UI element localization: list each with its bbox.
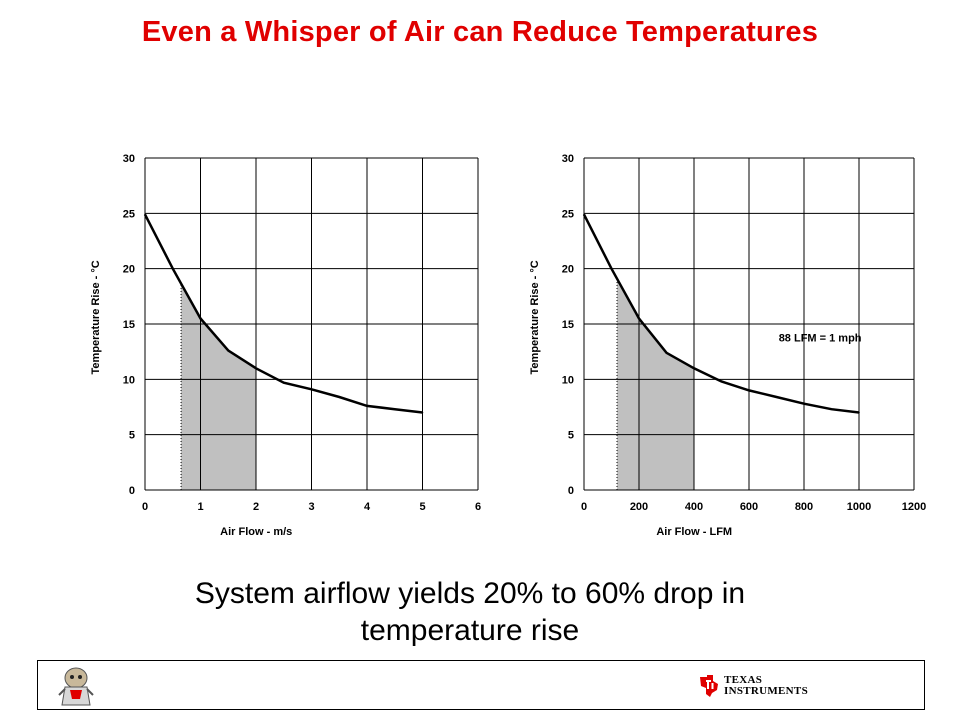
x-tick-label: 200 bbox=[630, 501, 648, 513]
data-point bbox=[282, 381, 285, 384]
data-point bbox=[720, 380, 723, 383]
y-tick-label: 20 bbox=[123, 264, 135, 276]
x-tick-label: 600 bbox=[740, 501, 758, 513]
x-tick-label: 0 bbox=[581, 501, 587, 513]
caption-line-1: System airflow yields 20% to 60% drop in bbox=[194, 577, 746, 610]
y-tick-label: 25 bbox=[123, 208, 135, 220]
chart-2: 0 200 400 600 800 1000 1200 0 5 10 15 20 25 30 Air Flo… bbox=[529, 153, 926, 538]
y-tick-label: 0 bbox=[568, 485, 574, 497]
y-tick-label: 25 bbox=[562, 208, 574, 220]
x-tick-label: 800 bbox=[795, 501, 813, 513]
y-tick-label: 30 bbox=[562, 153, 574, 165]
logo-line-2: INSTRUMENTS bbox=[724, 685, 808, 697]
x-axis-label: Air Flow - LFM bbox=[656, 526, 732, 538]
data-point bbox=[199, 317, 202, 320]
footer-bar: TEXAS INSTRUMENTS bbox=[37, 660, 925, 710]
y-tick-label: 5 bbox=[568, 430, 574, 442]
x-axis-label: Air Flow - m/s bbox=[220, 526, 292, 538]
x-tick-label: 6 bbox=[475, 501, 481, 513]
data-point bbox=[171, 267, 174, 270]
data-point bbox=[748, 389, 750, 392]
y-tick-label: 5 bbox=[129, 430, 135, 442]
mascot-icon bbox=[58, 667, 94, 706]
logo-line-1: TEXAS bbox=[724, 674, 763, 686]
data-point bbox=[638, 317, 640, 320]
y-tick-label: 10 bbox=[562, 374, 574, 386]
chart-1: 0 1 2 3 4 5 6 0 5 10 15 20 25 30 Air Flow - m/s Tempera… bbox=[90, 153, 481, 538]
data-point bbox=[421, 411, 424, 414]
data-point bbox=[830, 408, 833, 411]
data-point bbox=[144, 213, 146, 216]
data-point bbox=[665, 351, 668, 354]
ti-logo: TEXAS INSTRUMENTS bbox=[698, 673, 808, 699]
y-axis-label: Temperature Rise - °C bbox=[529, 260, 541, 374]
y-tick-label: 15 bbox=[562, 319, 574, 331]
y-tick-label: 30 bbox=[123, 153, 135, 165]
texas-instruments-icon bbox=[700, 675, 718, 697]
data-point bbox=[693, 367, 695, 370]
data-point bbox=[583, 213, 585, 216]
x-tick-label: 400 bbox=[685, 501, 703, 513]
x-tick-label: 3 bbox=[308, 501, 314, 513]
y-tick-label: 20 bbox=[562, 264, 574, 276]
y-tick-label: 0 bbox=[129, 485, 135, 497]
data-point bbox=[310, 388, 313, 391]
x-tick-label: 0 bbox=[142, 501, 148, 513]
data-point bbox=[255, 367, 257, 370]
x-tick-label: 5 bbox=[419, 501, 425, 513]
data-point bbox=[858, 411, 860, 414]
chart-annotation: 88 LFM = 1 mph bbox=[779, 333, 862, 345]
x-tick-label: 1000 bbox=[847, 501, 871, 513]
x-tick-label: 1 bbox=[197, 501, 203, 513]
slide-title: Even a Whisper of Air can Reduce Tempera… bbox=[141, 16, 819, 48]
caption-line-2: temperature rise bbox=[360, 614, 580, 647]
x-tick-label: 2 bbox=[253, 501, 259, 513]
x-tick-label: 4 bbox=[364, 501, 371, 513]
data-point bbox=[227, 349, 230, 352]
data-point bbox=[775, 396, 778, 398]
y-tick-label: 10 bbox=[123, 374, 135, 386]
airflow-charts: 0 1 2 3 4 5 6 0 5 10 15 20 25 30 Air Flow - m/s Tempera… bbox=[90, 153, 926, 538]
shaded-region bbox=[617, 278, 694, 490]
data-point bbox=[803, 402, 805, 405]
shaded-region bbox=[181, 283, 256, 490]
slide-caption: System airflow yields 20% to 60% drop in… bbox=[100, 575, 840, 649]
data-point bbox=[366, 405, 368, 407]
data-point bbox=[393, 408, 396, 411]
data-point bbox=[610, 267, 613, 270]
y-axis-label: Temperature Rise - °C bbox=[90, 260, 102, 374]
x-tick-label: 1200 bbox=[902, 501, 926, 513]
y-tick-label: 15 bbox=[123, 319, 135, 331]
data-point bbox=[338, 396, 341, 398]
